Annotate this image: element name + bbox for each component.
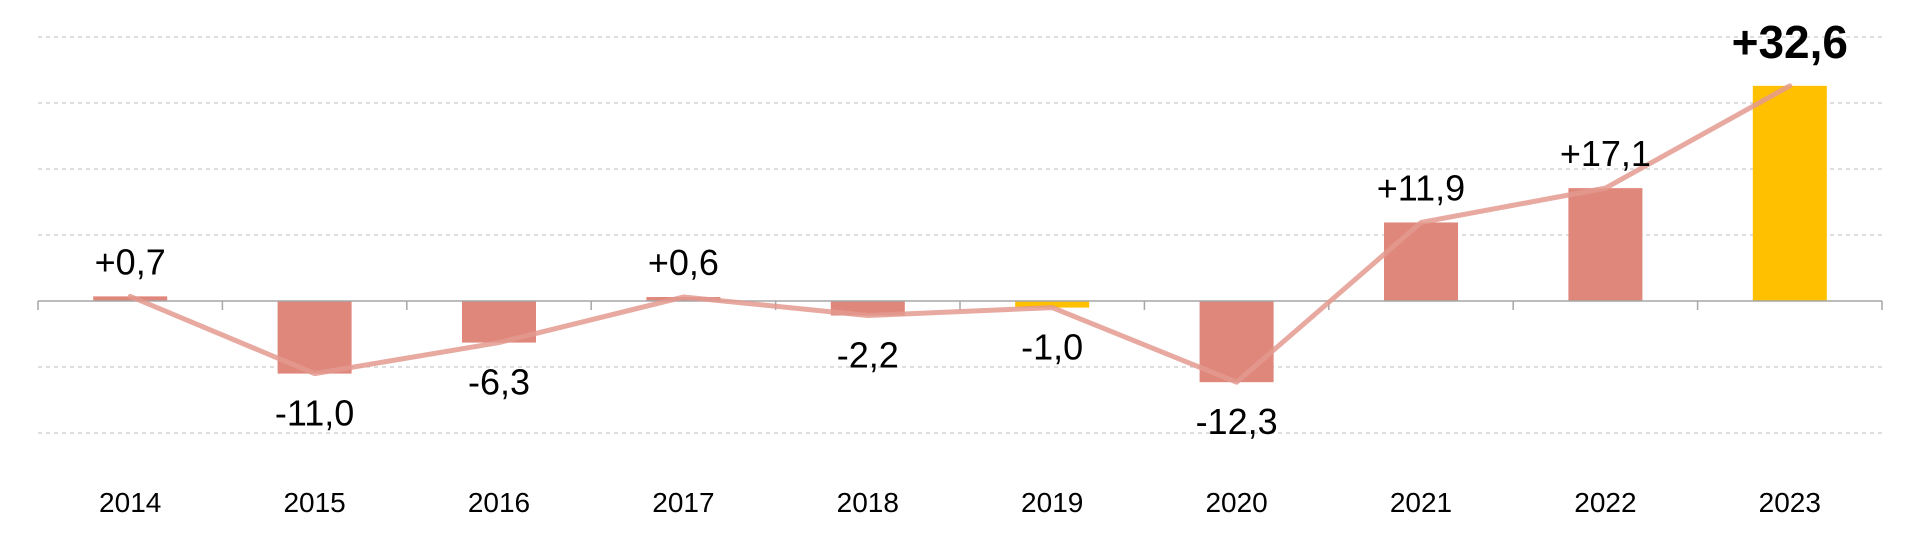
x-tick-label-2014: 2014 xyxy=(99,487,161,518)
x-tick-label-2016: 2016 xyxy=(468,487,530,518)
x-tick-label-2017: 2017 xyxy=(652,487,714,518)
data-label-2015: -11,0 xyxy=(275,393,354,434)
x-tick-label-2019: 2019 xyxy=(1021,487,1083,518)
x-tick-label-2015: 2015 xyxy=(283,487,345,518)
bars xyxy=(93,85,1827,383)
x-tick-label-2023: 2023 xyxy=(1759,487,1821,518)
trend-line xyxy=(127,83,1793,385)
x-tick-label-2018: 2018 xyxy=(837,487,899,518)
x-tick-label-2020: 2020 xyxy=(1205,487,1267,518)
data-label-2020: -12,3 xyxy=(1196,401,1278,442)
data-labels: +0,7 -11,0 -6,3 +0,6 -2,2 -1,0 -12,3 +11,9 +17,1… xyxy=(95,16,1848,442)
data-label-2021: +11,9 xyxy=(1377,167,1465,208)
bar-2021 xyxy=(1384,222,1458,301)
data-label-2019: -1,0 xyxy=(1021,327,1083,368)
data-label-2016: -6,3 xyxy=(468,362,530,403)
data-label-2018: -2,2 xyxy=(837,335,899,376)
bar-2023 xyxy=(1752,85,1827,301)
x-tick-label-2021: 2021 xyxy=(1390,487,1452,518)
bar-2019 xyxy=(1015,301,1090,308)
bar-2022 xyxy=(1568,188,1643,301)
data-label-2023: +32,6 xyxy=(1732,16,1848,68)
x-tick-label-2022: 2022 xyxy=(1574,487,1636,518)
data-label-2014: +0,7 xyxy=(95,241,166,282)
data-label-2022: +17,1 xyxy=(1560,133,1651,174)
trend-line-layer xyxy=(127,83,1793,385)
bar-2020 xyxy=(1199,301,1274,383)
x-axis-tick-labels: 2014 2015 2016 2017 2018 2019 2020 2021 2022 2023 xyxy=(99,487,1821,518)
data-label-2017: +0,6 xyxy=(648,242,719,283)
